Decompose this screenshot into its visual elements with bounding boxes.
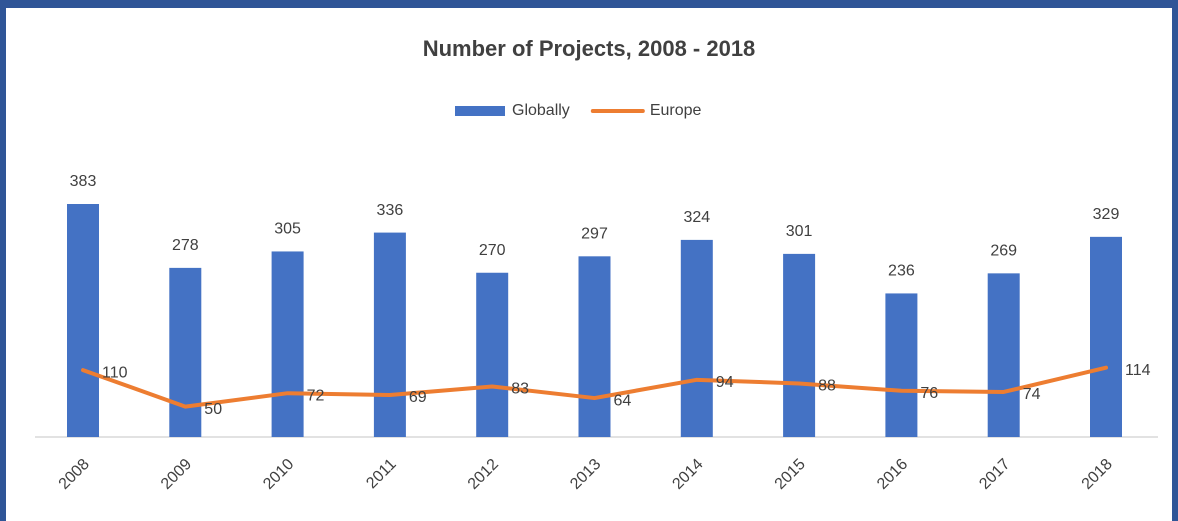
data-label: 270 [479,242,506,259]
bar [578,256,611,437]
data-label: 72 [307,387,325,404]
data-label: 269 [990,243,1017,260]
data-label: 297 [581,226,608,243]
data-label: 69 [409,389,427,406]
bar [169,267,202,437]
data-label: 324 [683,209,710,226]
data-label: 94 [716,374,734,391]
data-label: 236 [888,263,915,280]
data-label: 336 [377,202,404,219]
data-label: 301 [786,223,813,240]
data-label: 329 [1093,206,1120,223]
bar [67,204,99,437]
bar [885,293,918,437]
data-label: 83 [511,381,529,398]
data-label: 110 [102,364,128,381]
data-label: 74 [1023,386,1041,403]
legend-swatch [455,106,505,116]
data-label: 114 [1125,362,1151,379]
bar [476,272,509,437]
bar [373,232,406,437]
legend-label: Europe [650,102,702,119]
data-label: 76 [920,385,938,402]
bar [271,251,304,437]
bar [1090,236,1122,437]
bar [680,239,713,437]
chart-title: Number of Projects, 2008 - 2018 [423,36,756,61]
data-label: 50 [204,401,222,418]
bar [783,253,816,437]
data-label: 64 [614,392,632,409]
data-label: 88 [818,378,836,395]
bar [987,273,1020,437]
data-label: 305 [274,221,301,238]
legend-label: Globally [512,102,570,119]
data-label: 278 [172,237,199,254]
line [81,365,1108,409]
data-label: 383 [70,173,97,190]
